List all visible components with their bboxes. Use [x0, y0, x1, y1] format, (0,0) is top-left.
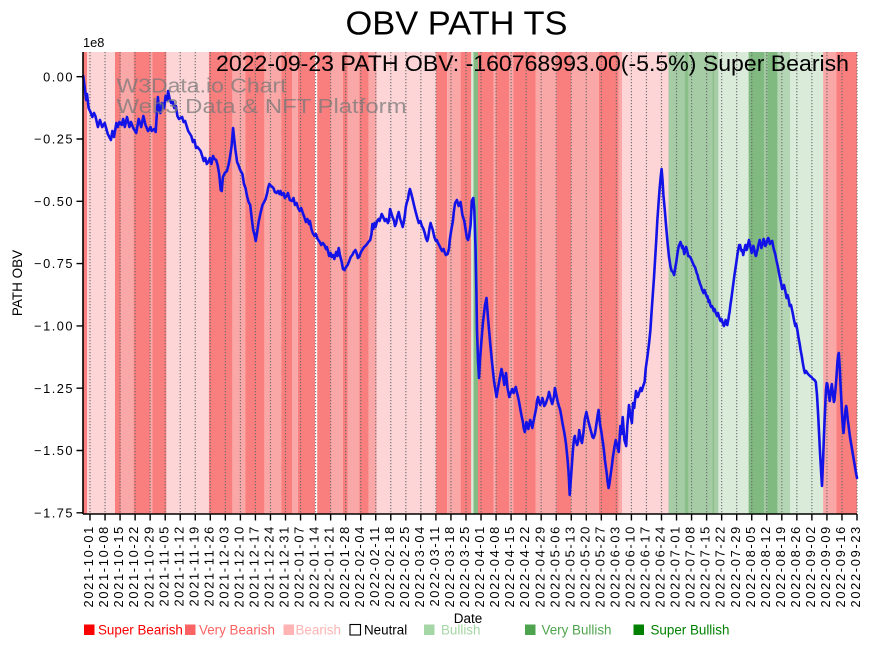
svg-text:2022-03-04: 2022-03-04: [412, 525, 427, 607]
svg-text:2022-02-11: 2022-02-11: [367, 525, 382, 607]
svg-text:Very Bullish: Very Bullish: [542, 623, 612, 638]
svg-text:2021-12-03: 2021-12-03: [216, 525, 231, 607]
svg-text:2022-05-20: 2022-05-20: [577, 525, 592, 607]
svg-text:2022-04-22: 2022-04-22: [517, 525, 532, 607]
svg-text:2021-10-01: 2021-10-01: [81, 525, 96, 607]
svg-text:2022-01-07: 2022-01-07: [292, 525, 307, 607]
svg-text:Very Bearish: Very Bearish: [199, 623, 275, 638]
svg-text:2022-09-02: 2022-09-02: [803, 525, 818, 607]
svg-text:2021-11-12: 2021-11-12: [171, 525, 186, 607]
svg-text:2022-08-12: 2022-08-12: [758, 525, 773, 607]
svg-text:2021-11-19: 2021-11-19: [186, 525, 201, 607]
svg-text:Date: Date: [454, 611, 483, 626]
svg-text:2022-05-27: 2022-05-27: [592, 525, 607, 607]
svg-text:2022-02-18: 2022-02-18: [382, 525, 397, 607]
svg-text:2022-01-21: 2022-01-21: [322, 525, 337, 607]
svg-text:2021-10-15: 2021-10-15: [111, 525, 126, 607]
svg-text:2022-02-25: 2022-02-25: [397, 525, 412, 607]
svg-text:2022-09-23 PATH OBV: -16076899: 2022-09-23 PATH OBV: -160768993.00(-5.5%…: [216, 51, 849, 76]
svg-text:2022-08-19: 2022-08-19: [773, 525, 788, 607]
svg-text:2022-03-25: 2022-03-25: [457, 525, 472, 607]
svg-text:2022-07-29: 2022-07-29: [728, 525, 743, 607]
svg-text:2022-07-15: 2022-07-15: [698, 525, 713, 607]
svg-text:2021-10-29: 2021-10-29: [141, 525, 156, 607]
svg-text:Bearish: Bearish: [296, 623, 341, 638]
svg-text:−0.75: −0.75: [34, 256, 74, 271]
svg-text:2022-09-23: 2022-09-23: [848, 525, 863, 607]
svg-text:2021-11-05: 2021-11-05: [156, 525, 171, 607]
svg-text:−1.00: −1.00: [34, 319, 74, 334]
svg-text:Web3 Data & NFT Platform: Web3 Data & NFT Platform: [117, 95, 407, 118]
svg-text:2022-05-13: 2022-05-13: [562, 525, 577, 607]
svg-text:2022-06-03: 2022-06-03: [607, 525, 622, 607]
svg-text:−1.25: −1.25: [34, 381, 74, 396]
svg-text:2021-10-22: 2021-10-22: [126, 525, 141, 607]
svg-text:2022-08-05: 2022-08-05: [743, 525, 758, 607]
svg-text:2021-11-26: 2021-11-26: [201, 525, 216, 607]
svg-text:PATH OBV: PATH OBV: [10, 250, 25, 316]
svg-text:2022-04-01: 2022-04-01: [472, 525, 487, 607]
svg-text:Neutral: Neutral: [364, 623, 407, 638]
svg-text:Super Bullish: Super Bullish: [651, 623, 730, 638]
svg-text:2022-02-04: 2022-02-04: [352, 525, 367, 607]
svg-text:2021-12-17: 2021-12-17: [247, 525, 262, 607]
svg-text:2022-03-18: 2022-03-18: [442, 525, 457, 607]
svg-text:2022-06-17: 2022-06-17: [638, 525, 653, 607]
svg-text:1e8: 1e8: [83, 35, 104, 50]
svg-text:2021-12-24: 2021-12-24: [262, 525, 277, 607]
svg-text:2022-05-06: 2022-05-06: [547, 525, 562, 607]
svg-text:2022-09-16: 2022-09-16: [833, 525, 848, 607]
svg-text:2022-07-22: 2022-07-22: [713, 525, 728, 607]
svg-text:2022-03-11: 2022-03-11: [427, 525, 442, 607]
svg-text:OBV PATH TS: OBV PATH TS: [346, 5, 568, 42]
svg-text:−0.25: −0.25: [34, 132, 74, 147]
svg-text:W3Data.io Chart: W3Data.io Chart: [117, 75, 287, 98]
svg-text:2021-10-08: 2021-10-08: [96, 525, 111, 607]
svg-text:Super Bearish: Super Bearish: [98, 623, 183, 638]
svg-text:2022-06-10: 2022-06-10: [623, 525, 638, 607]
svg-text:2022-01-14: 2022-01-14: [307, 525, 322, 607]
svg-text:Bullish: Bullish: [441, 623, 480, 638]
svg-text:−1.50: −1.50: [34, 443, 74, 458]
svg-text:2022-08-26: 2022-08-26: [788, 525, 803, 607]
svg-text:2021-12-31: 2021-12-31: [277, 525, 292, 607]
svg-text:0.00: 0.00: [43, 69, 74, 84]
svg-text:−0.50: −0.50: [34, 194, 74, 209]
svg-text:2022-04-15: 2022-04-15: [502, 525, 517, 607]
svg-text:2022-04-08: 2022-04-08: [487, 525, 502, 607]
svg-text:2022-07-08: 2022-07-08: [683, 525, 698, 607]
svg-text:2022-06-24: 2022-06-24: [653, 525, 668, 607]
svg-text:2022-01-28: 2022-01-28: [337, 525, 352, 607]
svg-text:2022-07-01: 2022-07-01: [668, 525, 683, 607]
svg-text:2022-04-29: 2022-04-29: [532, 525, 547, 607]
svg-text:2022-09-09: 2022-09-09: [818, 525, 833, 607]
svg-text:2021-12-10: 2021-12-10: [231, 525, 246, 607]
svg-text:−1.75: −1.75: [34, 505, 74, 520]
